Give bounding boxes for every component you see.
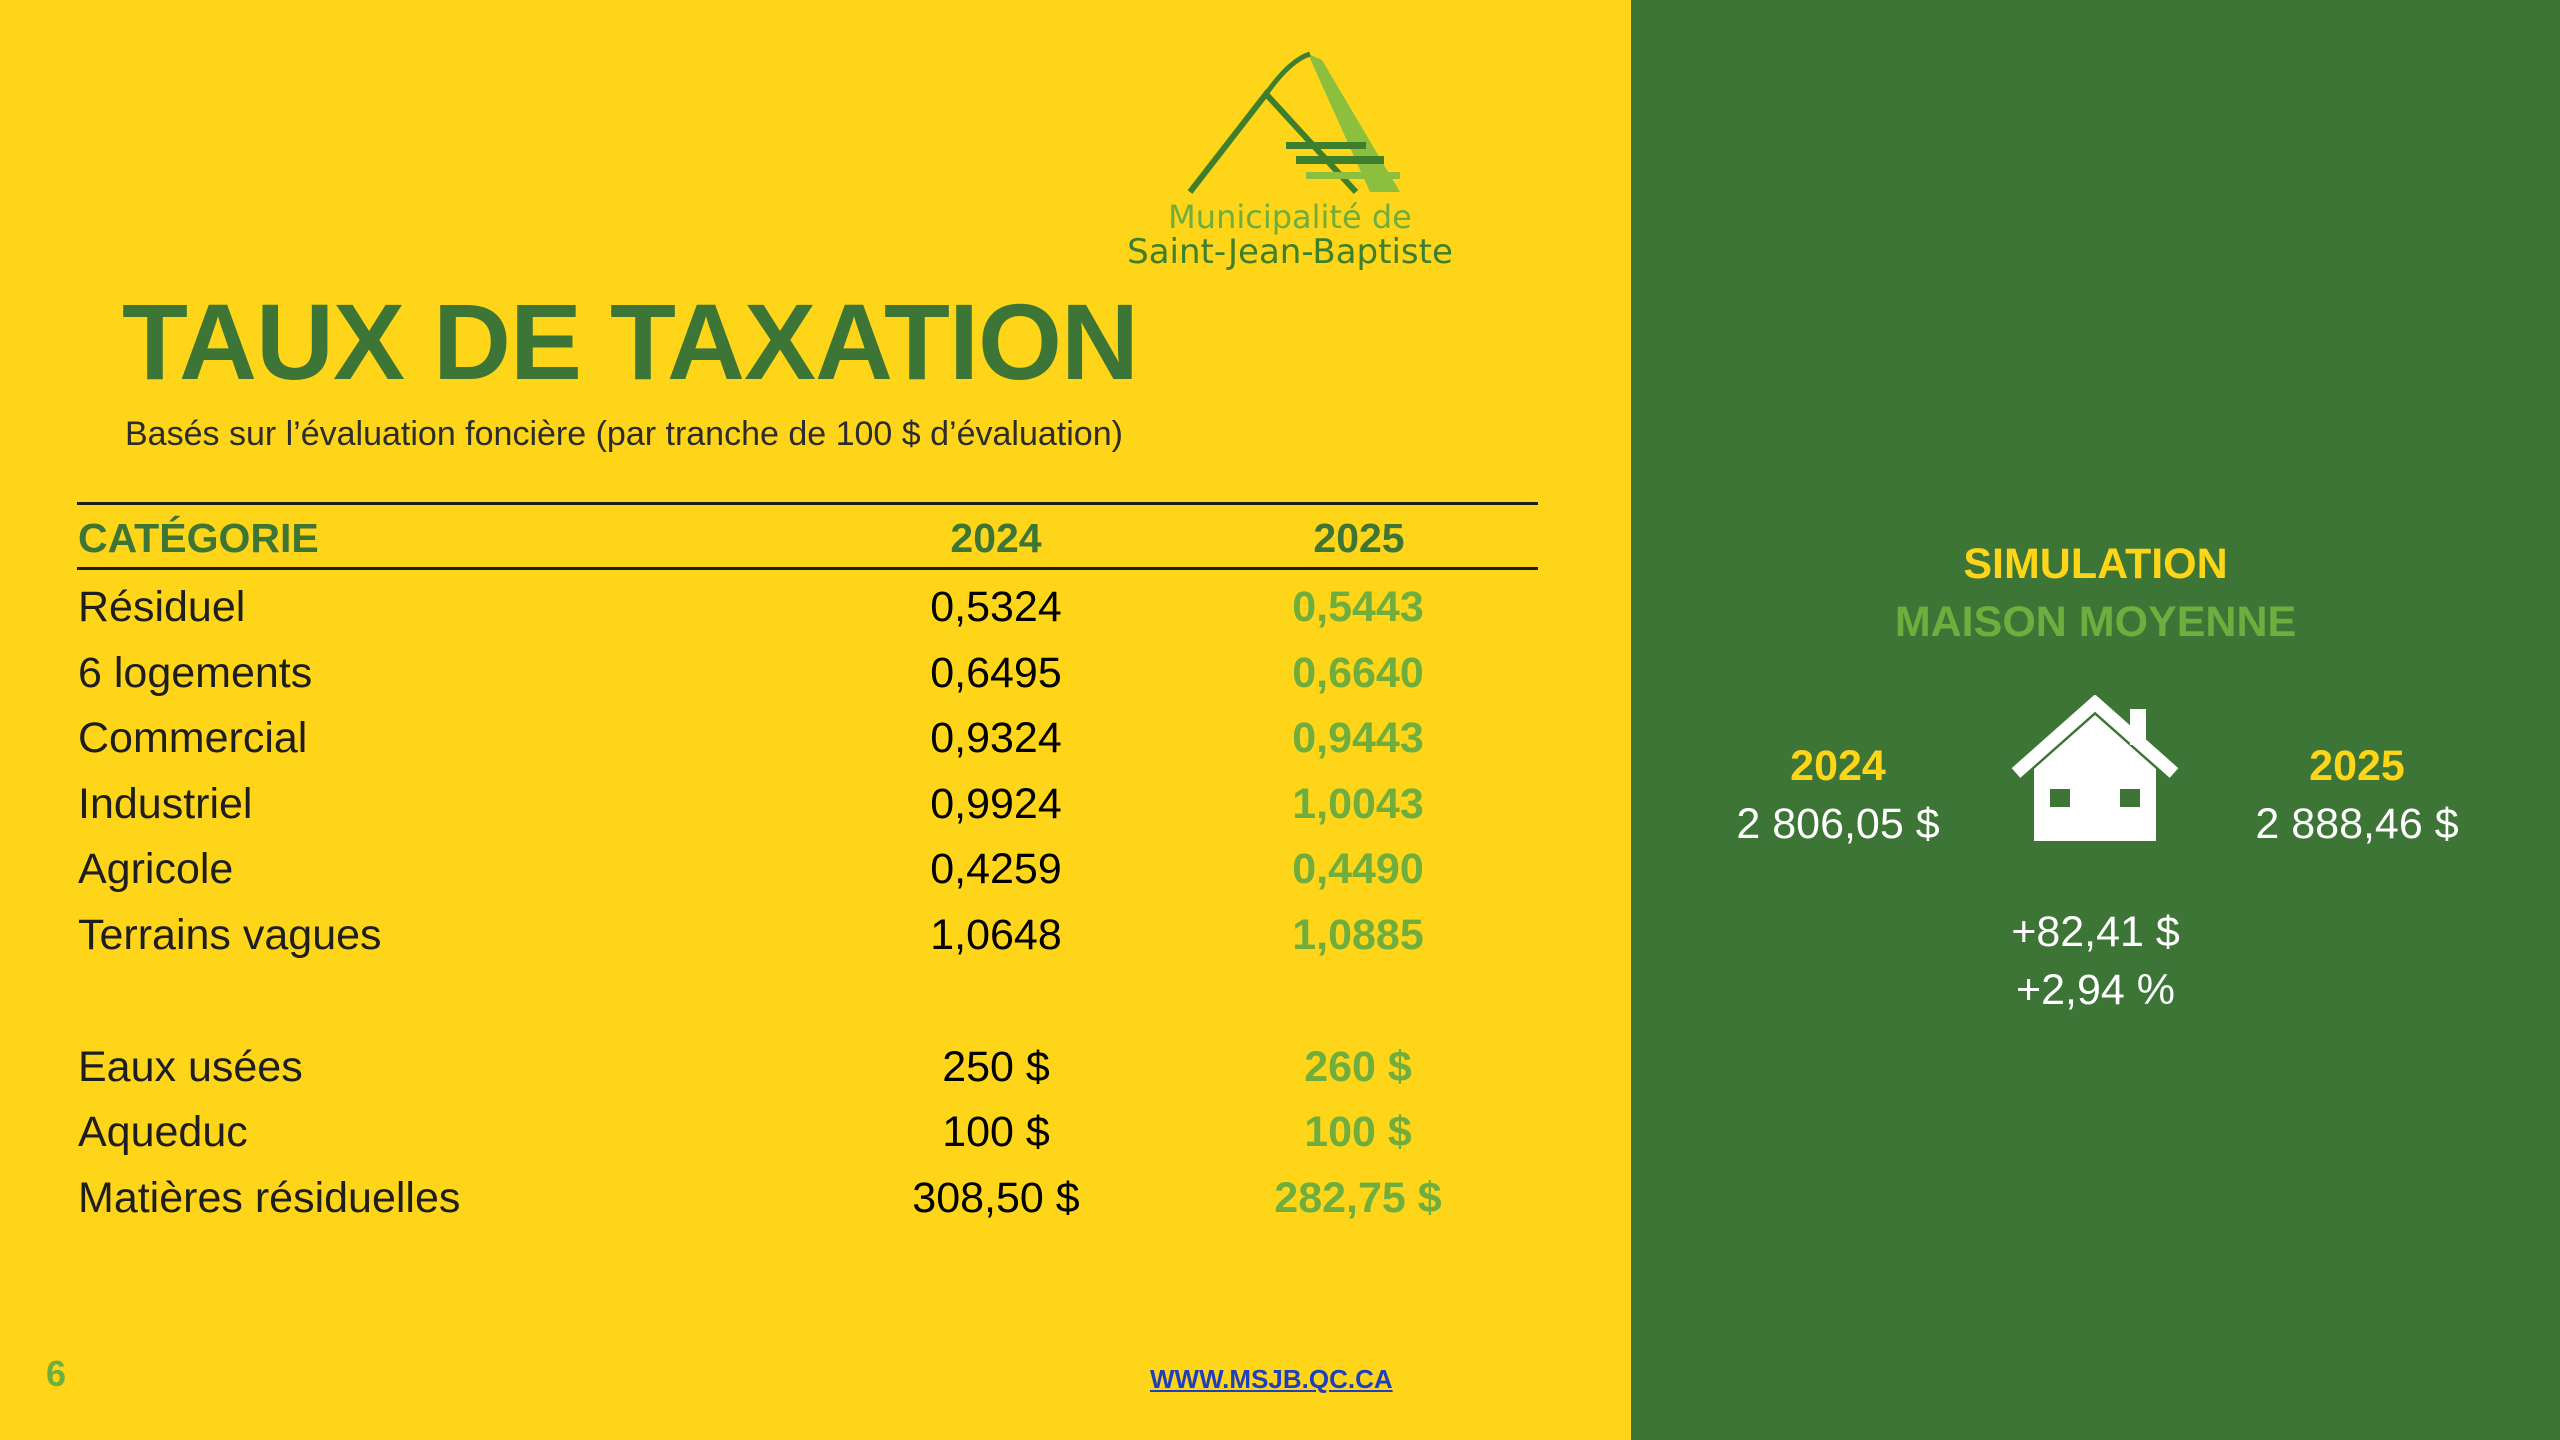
value-2025: 260 $: [1304, 1043, 1412, 1091]
page-title: TAUX DE TAXATION: [122, 281, 1139, 402]
website-link[interactable]: WWW.MSJB.QC.CA: [1150, 1364, 1393, 1394]
value-2024: 250 $: [942, 1043, 1050, 1091]
table-row: 6 logements 0,6495 0,6640: [0, 643, 1600, 703]
municipality-logo: Municipalité de Saint-Jean-Baptiste: [1110, 50, 1470, 275]
value-2024: 0,9324: [930, 714, 1062, 762]
row-label: Eaux usées: [78, 1043, 303, 1091]
header-category: CATÉGORIE: [78, 515, 319, 561]
mountain-logo-icon: [1187, 51, 1400, 195]
row-label: Industriel: [78, 780, 253, 828]
house-icon: [2011, 695, 2179, 841]
row-label: Commercial: [78, 714, 308, 762]
table-row: Agricole 0,4259 0,4490: [0, 839, 1600, 899]
value-2024: 308,50 $: [912, 1174, 1080, 1222]
value-2024: 0,5324: [930, 583, 1062, 631]
value-2025: 0,6640: [1292, 649, 1424, 697]
sim-amount-2025: 2 888,46 $: [2255, 800, 2459, 848]
row-label: Résiduel: [78, 583, 246, 631]
value-2024: 0,9924: [930, 780, 1062, 828]
logo-text-line2: Saint-Jean-Baptiste: [1127, 232, 1453, 272]
row-label: Aqueduc: [78, 1108, 248, 1156]
row-label: Terrains vagues: [78, 911, 382, 959]
table-row: Aqueduc 100 $ 100 $: [0, 1102, 1600, 1162]
logo-text-line1: Municipalité de: [1168, 198, 1412, 236]
value-2025: 0,9443: [1292, 714, 1424, 762]
value-2024: 0,6495: [930, 649, 1062, 697]
sim-year-2024: 2024: [1790, 742, 1886, 790]
left-panel: [0, 0, 1631, 1440]
value-2024: 0,4259: [930, 845, 1062, 893]
header-2025: 2025: [1313, 515, 1405, 561]
table-top-rule: [77, 502, 1538, 505]
value-2025: 1,0043: [1292, 780, 1424, 828]
value-2024: 1,0648: [930, 911, 1062, 959]
value-2025: 0,4490: [1292, 845, 1424, 893]
table-row: Matières résiduelles 308,50 $ 282,75 $: [0, 1168, 1600, 1228]
table-row: Terrains vagues 1,0648 1,0885: [0, 905, 1600, 965]
value-2025: 100 $: [1304, 1108, 1412, 1156]
table-row: Résiduel 0,5324 0,5443: [0, 577, 1600, 637]
sim-difference-amount: +82,41 $: [2011, 908, 2180, 956]
page-subtitle: Basés sur l’évaluation foncière (par tra…: [125, 415, 1123, 453]
header-2024: 2024: [950, 515, 1042, 561]
simulation-title: SIMULATION: [1963, 540, 2228, 588]
page-number: 6: [46, 1353, 67, 1394]
sim-year-2025: 2025: [2309, 742, 2405, 790]
table-row: Commercial 0,9324 0,9443: [0, 708, 1600, 768]
table-row: Eaux usées 250 $ 260 $: [0, 1037, 1600, 1097]
row-label: Matières résiduelles: [78, 1174, 461, 1222]
sim-difference-percent: +2,94 %: [2016, 966, 2175, 1014]
table-header-rule: [77, 567, 1538, 570]
value-2024: 100 $: [942, 1108, 1050, 1156]
value-2025: 1,0885: [1292, 911, 1424, 959]
row-label: Agricole: [78, 845, 234, 893]
row-label: 6 logements: [78, 649, 313, 697]
value-2025: 0,5443: [1292, 583, 1424, 631]
value-2025: 282,75 $: [1274, 1174, 1442, 1222]
sim-amount-2024: 2 806,05 $: [1736, 800, 1940, 848]
simulation-subtitle: MAISON MOYENNE: [1894, 598, 2297, 646]
table-row: Industriel 0,9924 1,0043: [0, 774, 1600, 834]
